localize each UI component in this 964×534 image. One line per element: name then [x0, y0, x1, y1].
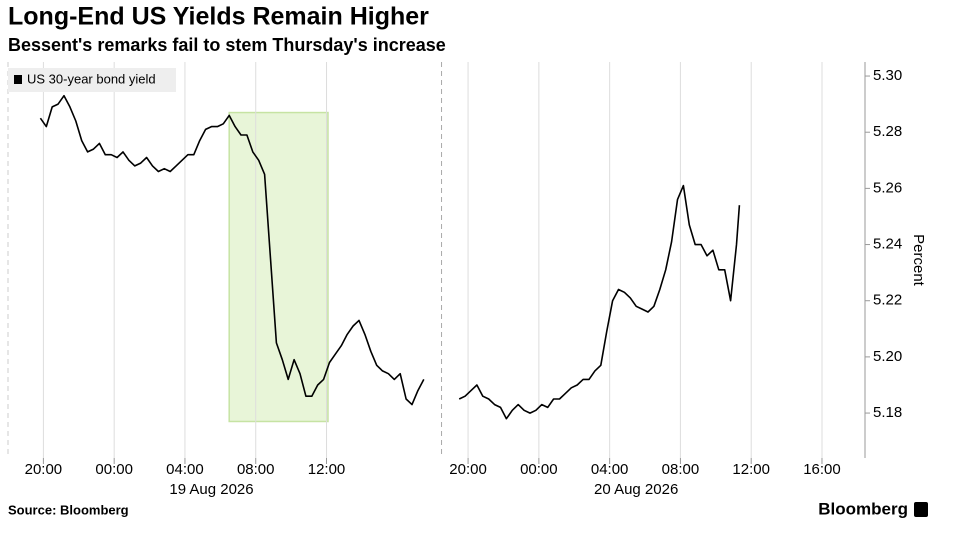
chart-subtitle: Bessent's remarks fail to stem Thursday'…: [8, 35, 446, 55]
chart-title: Long-End US Yields Remain Higher: [8, 3, 429, 31]
x-tick-label: 12:00: [308, 461, 346, 478]
x-tick-label: 08:00: [237, 461, 275, 478]
y-tick-label: 5.26: [873, 179, 902, 196]
y-tick-label: 5.18: [873, 404, 902, 421]
x-tick-label: 00:00: [95, 461, 133, 478]
y-tick-label: 5.24: [873, 236, 902, 253]
brand: Bloomberg: [818, 499, 908, 518]
y-tick-label: 5.22: [873, 292, 902, 309]
plot-area: 20:00 00:00 04:00 08:00 12:00 20:00 00:00 04:00…: [7, 62, 902, 498]
highlight-box: [228, 111, 329, 423]
legend-swatch: [14, 75, 22, 84]
x-tick-label: 04:00: [591, 461, 629, 478]
date-label: 20 Aug 2026: [594, 481, 678, 498]
brand-icon: [914, 502, 928, 517]
date-label: 19 Aug 2026: [169, 481, 253, 498]
x-tick-label: 00:00: [520, 461, 558, 478]
y-tick-label: 5.30: [873, 67, 902, 84]
y-axis-label: Percent: [910, 234, 927, 287]
x-tick-label: 16:00: [803, 461, 841, 478]
x-tick-label: 08:00: [662, 461, 700, 478]
x-tick-label: 04:00: [166, 461, 204, 478]
legend-box: [8, 68, 176, 92]
y-tick-label: 5.28: [873, 123, 902, 140]
source: Source: Bloomberg: [8, 502, 129, 517]
line-series: [39, 94, 741, 420]
x-tick-label: 20:00: [449, 461, 487, 478]
y-tick-label: 5.20: [873, 348, 902, 365]
legend-label: US 30-year bond yield: [27, 71, 156, 86]
x-tick-label: 12:00: [732, 461, 770, 478]
x-tick-label: 20:00: [25, 461, 63, 478]
